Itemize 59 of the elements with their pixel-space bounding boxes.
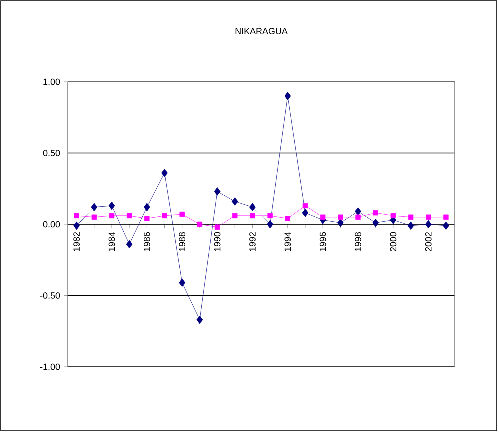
- point: [408, 214, 414, 220]
- x-tick-label: 1988: [179, 232, 186, 252]
- x-tick-label: 1994: [284, 232, 292, 252]
- point: [232, 213, 238, 219]
- point: [162, 213, 168, 219]
- point: [126, 213, 132, 219]
- point: [268, 213, 273, 219]
- y-tick-label: -1.00: [40, 364, 60, 370]
- point: [284, 92, 292, 100]
- point: [390, 213, 396, 219]
- chart-title: NIKARAGUA: [236, 28, 288, 35]
- x-tick-label: 2000: [390, 232, 397, 252]
- y-tick-label: 1.00: [44, 78, 60, 86]
- y-tick-label: -0.50: [40, 292, 60, 299]
- point: [180, 212, 185, 218]
- point: [250, 213, 256, 219]
- x-tick-label: 1986: [144, 232, 150, 252]
- point: [196, 316, 204, 324]
- point: [232, 198, 238, 206]
- point: [337, 218, 344, 228]
- point: [250, 203, 256, 212]
- point: [302, 208, 309, 218]
- point: [373, 210, 378, 216]
- point: [443, 222, 450, 230]
- point: [444, 214, 449, 220]
- point: [179, 278, 186, 288]
- point: [302, 203, 308, 209]
- point: [267, 220, 274, 229]
- point: [355, 207, 362, 216]
- x-tick-label: 1992: [250, 232, 256, 252]
- x-tick-label: 1996: [320, 232, 326, 252]
- point: [144, 216, 150, 222]
- point: [214, 224, 220, 230]
- point: [92, 214, 97, 220]
- point: [197, 222, 203, 228]
- point: [285, 216, 290, 222]
- y-tick-label: 0.00: [43, 221, 60, 228]
- point: [356, 214, 361, 220]
- x-tick-label: 1982: [74, 232, 80, 252]
- point: [144, 203, 150, 212]
- point: [425, 220, 432, 229]
- point: [109, 213, 115, 219]
- point: [372, 218, 380, 228]
- x-tick-label: 1998: [355, 232, 362, 252]
- point: [162, 169, 168, 178]
- point: [91, 203, 98, 212]
- y-tick-label: 0.50: [43, 150, 60, 156]
- point: [408, 222, 414, 230]
- point: [320, 214, 326, 220]
- point: [426, 214, 432, 220]
- x-tick-label: 2002: [425, 232, 432, 252]
- x-tick-label: 1990: [214, 232, 221, 252]
- x-tick-label: 1984: [108, 232, 116, 252]
- point: [126, 240, 133, 249]
- point: [108, 202, 116, 210]
- point: [214, 188, 221, 196]
- point: [74, 222, 80, 230]
- point: [338, 214, 344, 220]
- point: [74, 213, 80, 219]
